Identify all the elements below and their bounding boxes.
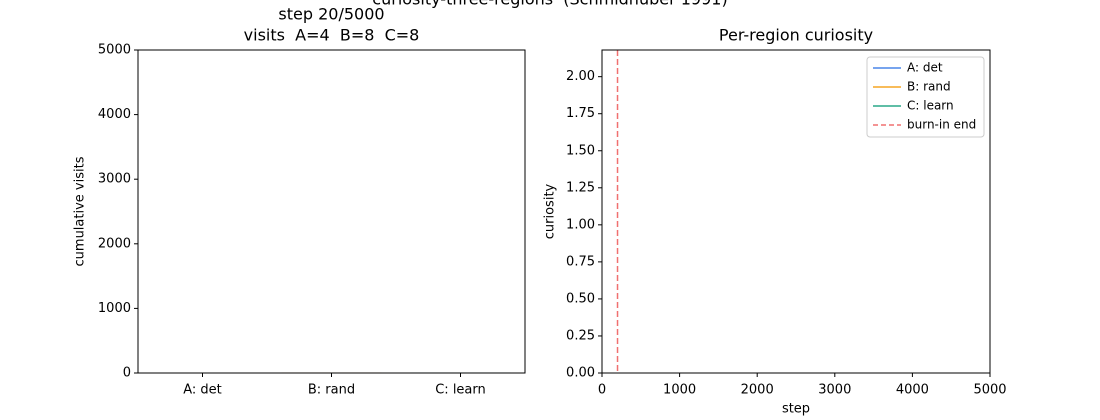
axes-frame <box>137 49 526 374</box>
x-tick-label: C: learn <box>435 383 486 398</box>
x-tick-label: 1000 <box>663 383 696 398</box>
x-tick-label: 0 <box>598 383 606 398</box>
y-tick-label: 1.75 <box>566 106 595 121</box>
x-tick-label: 2000 <box>741 383 774 398</box>
y-axis-label: curiosity <box>543 183 558 239</box>
y-tick-label: 0 <box>123 366 131 381</box>
chart-title: Per-region curiosity <box>719 26 873 45</box>
y-tick-label: 1.50 <box>566 143 595 158</box>
y-tick-label: 5000 <box>98 43 131 58</box>
x-tick-label: 4000 <box>896 383 929 398</box>
y-tick-label: 0.00 <box>566 366 595 381</box>
chart-subtitle: visits A=4 B=8 C=8 <box>244 26 420 45</box>
legend-label: A: det <box>907 61 943 75</box>
y-tick-label: 0.25 <box>566 328 595 343</box>
x-tick-label: 5000 <box>973 383 1006 398</box>
legend-label: B: rand <box>907 80 951 94</box>
chart-title: step 20/5000 <box>278 5 384 24</box>
axes-frame <box>601 49 991 374</box>
legend-label: burn-in end <box>907 118 976 132</box>
y-tick-label: 1.00 <box>566 217 595 232</box>
legend-box <box>866 56 985 138</box>
x-tick-label: 3000 <box>818 383 851 398</box>
x-axis-label: step <box>782 402 810 417</box>
y-tick-label: 0.75 <box>566 254 595 269</box>
y-tick-label: 1000 <box>98 301 131 316</box>
y-tick-label: 2000 <box>98 236 131 251</box>
x-tick-label: A: det <box>183 383 222 398</box>
y-tick-label: 2.00 <box>566 69 595 84</box>
y-axis-label: cumulative visits <box>73 156 88 266</box>
suptitle: curiosity-three-regions (Schmidhuber 199… <box>372 0 727 9</box>
y-tick-label: 3000 <box>98 172 131 187</box>
y-tick-label: 4000 <box>98 107 131 122</box>
legend-label: C: learn <box>907 99 954 113</box>
y-tick-label: 0.50 <box>566 291 595 306</box>
x-tick-label: B: rand <box>308 383 355 398</box>
y-tick-label: 1.25 <box>566 180 595 195</box>
